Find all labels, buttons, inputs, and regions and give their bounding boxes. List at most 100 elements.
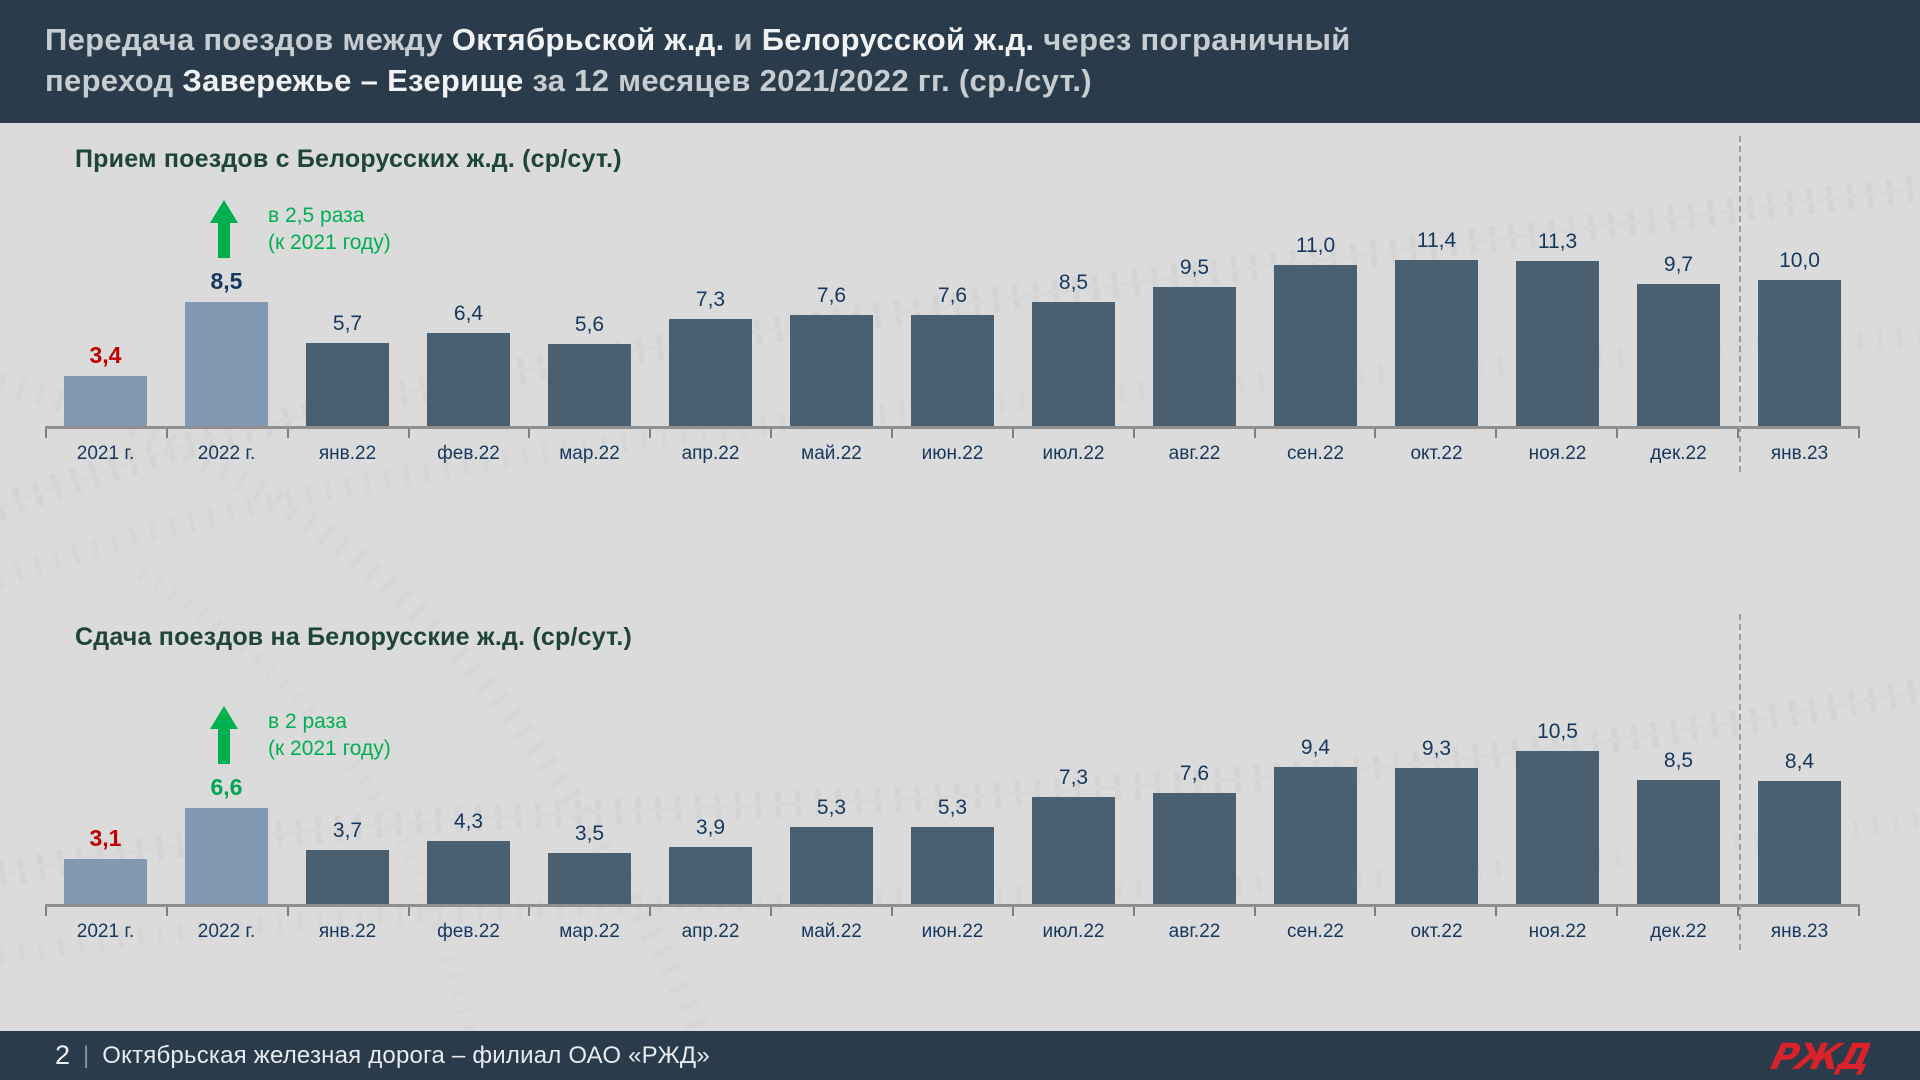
axis-tick	[772, 907, 894, 916]
category-label: июн.22	[921, 443, 984, 464]
category-label: мар.22	[559, 443, 620, 464]
bar-column: 8,5	[1618, 749, 1739, 904]
category-label: апр.22	[681, 921, 740, 942]
axis-tick	[168, 429, 289, 438]
bar-value-label: 5,6	[574, 313, 605, 336]
growth-annotation: в 2 раза (к 2021 году)	[210, 706, 391, 764]
growth-basis: (к 2021 году)	[268, 737, 391, 761]
growth-factor: в 2 раза	[268, 710, 347, 733]
category-label: окт.22	[1410, 921, 1463, 942]
growth-annotation-text: в 2,5 раза (к 2021 году)	[268, 200, 391, 257]
bar-column: 5,3	[771, 796, 892, 904]
bar-value-label: 7,3	[1058, 766, 1089, 789]
page-number: 2	[55, 1040, 71, 1070]
axis-tick	[1497, 907, 1619, 916]
axis-tick	[45, 429, 168, 438]
bar-column: 9,5	[1134, 256, 1255, 426]
axis-tick	[1014, 429, 1135, 438]
bar-value-label: 6,4	[453, 302, 484, 325]
axis-tick	[772, 429, 894, 438]
delivery-chart: Сдача поездов на Белорусские ж.д. (ср/су…	[45, 614, 1860, 950]
category-label: янв.22	[318, 443, 377, 464]
category-label: сен.22	[1287, 921, 1344, 942]
bar-column: 5,6	[529, 313, 650, 426]
bar-column: 3,4	[45, 342, 166, 426]
bar	[185, 302, 268, 426]
slide-header: Передача поездов между Октябрьской ж.д. …	[0, 0, 1920, 123]
category-label: сен.22	[1287, 443, 1344, 464]
page-title-segment: и	[724, 22, 762, 57]
axis-tick	[1376, 429, 1498, 438]
bar	[1274, 767, 1357, 904]
bar-value-label: 8,5	[210, 268, 243, 294]
axis-tick	[1256, 429, 1377, 438]
axis-tick	[410, 907, 531, 916]
bar	[427, 333, 510, 426]
bar-column: 6,4	[408, 302, 529, 426]
axis-tick	[1739, 907, 1860, 916]
page-title-segment: за 12 месяцев 2021/2022 гг. (ср./сут.)	[523, 62, 1092, 98]
bar	[1758, 781, 1841, 904]
delivery-axis-ticks	[45, 907, 1860, 916]
bar-column: 10,0	[1739, 249, 1860, 426]
bar-column: 7,3	[1013, 766, 1134, 904]
axis-tick	[1135, 907, 1256, 916]
category-label: авг.22	[1168, 443, 1221, 464]
bar-column: 8,5	[1013, 271, 1134, 426]
axis-tick	[893, 907, 1014, 916]
category-label: ноя.22	[1528, 921, 1587, 942]
category-label: фев.22	[437, 443, 500, 464]
category-label: 2022 г.	[197, 921, 256, 942]
bar-value-label: 11,0	[1295, 234, 1336, 257]
footer-text: Октябрьская железная дорога – филиал ОАО…	[102, 1041, 710, 1069]
axis-tick	[1618, 907, 1740, 916]
bar-column: 11,0	[1255, 234, 1376, 426]
page-title-segment: через пограничный	[1034, 22, 1351, 57]
bar-value-label: 10,5	[1537, 720, 1578, 743]
bar-value-label: 9,7	[1663, 253, 1694, 276]
forecast-divider	[1739, 136, 1741, 472]
axis-tick	[1014, 907, 1135, 916]
reception-chart: Прием поездов с Белорусских ж.д. (ср/сут…	[45, 136, 1860, 472]
category-label: ноя.22	[1528, 443, 1587, 464]
category-label: фев.22	[437, 921, 500, 942]
bar-value-label: 7,6	[937, 284, 968, 307]
bar	[548, 344, 631, 426]
bar-value-label: 6,6	[210, 774, 243, 800]
axis-tick	[410, 429, 531, 438]
page-title-segment: Белорусской ж.д.	[761, 22, 1035, 57]
category-label: 2021 г.	[76, 443, 135, 464]
axis-tick	[289, 907, 410, 916]
bar	[306, 850, 389, 904]
bar-column: 3,7	[287, 819, 408, 904]
bar-value-label: 9,4	[1300, 736, 1331, 759]
category-label: апр.22	[681, 443, 740, 464]
bar-column: 9,4	[1255, 736, 1376, 904]
bar-column: 11,4	[1376, 229, 1497, 426]
bar-value-label: 8,5	[1663, 749, 1694, 772]
bar-column: 9,7	[1618, 253, 1739, 426]
forecast-divider	[1739, 614, 1741, 950]
category-label: июл.22	[1042, 921, 1105, 942]
axis-tick	[651, 907, 773, 916]
reception-axis-ticks	[45, 429, 1860, 438]
page-title: Передача поездов между Октябрьской ж.д. …	[45, 20, 1870, 102]
bar	[790, 827, 873, 904]
bar-column: 10,5	[1497, 720, 1618, 904]
bar-value-label: 3,5	[574, 822, 605, 845]
growth-annotation-text: в 2 раза (к 2021 году)	[268, 706, 391, 763]
bar-value-label: 11,3	[1537, 230, 1578, 253]
category-label: 2022 г.	[197, 443, 256, 464]
bar	[1516, 261, 1599, 426]
up-arrow-icon	[210, 706, 238, 764]
bar	[185, 808, 268, 904]
bar-value-label: 10,0	[1779, 249, 1820, 272]
delivery-chart-title: Сдача поездов на Белорусские ж.д. (ср/су…	[75, 623, 633, 651]
bar	[911, 827, 994, 904]
category-label: июн.22	[921, 921, 984, 942]
bar	[1758, 280, 1841, 426]
bar-column: 9,3	[1376, 737, 1497, 904]
bar-value-label: 7,3	[695, 288, 726, 311]
bar	[548, 853, 631, 904]
reception-category-labels: 2021 г. 2022 г. янв.22 фев.22 мар.22 апр.22 ма…	[45, 443, 1860, 465]
